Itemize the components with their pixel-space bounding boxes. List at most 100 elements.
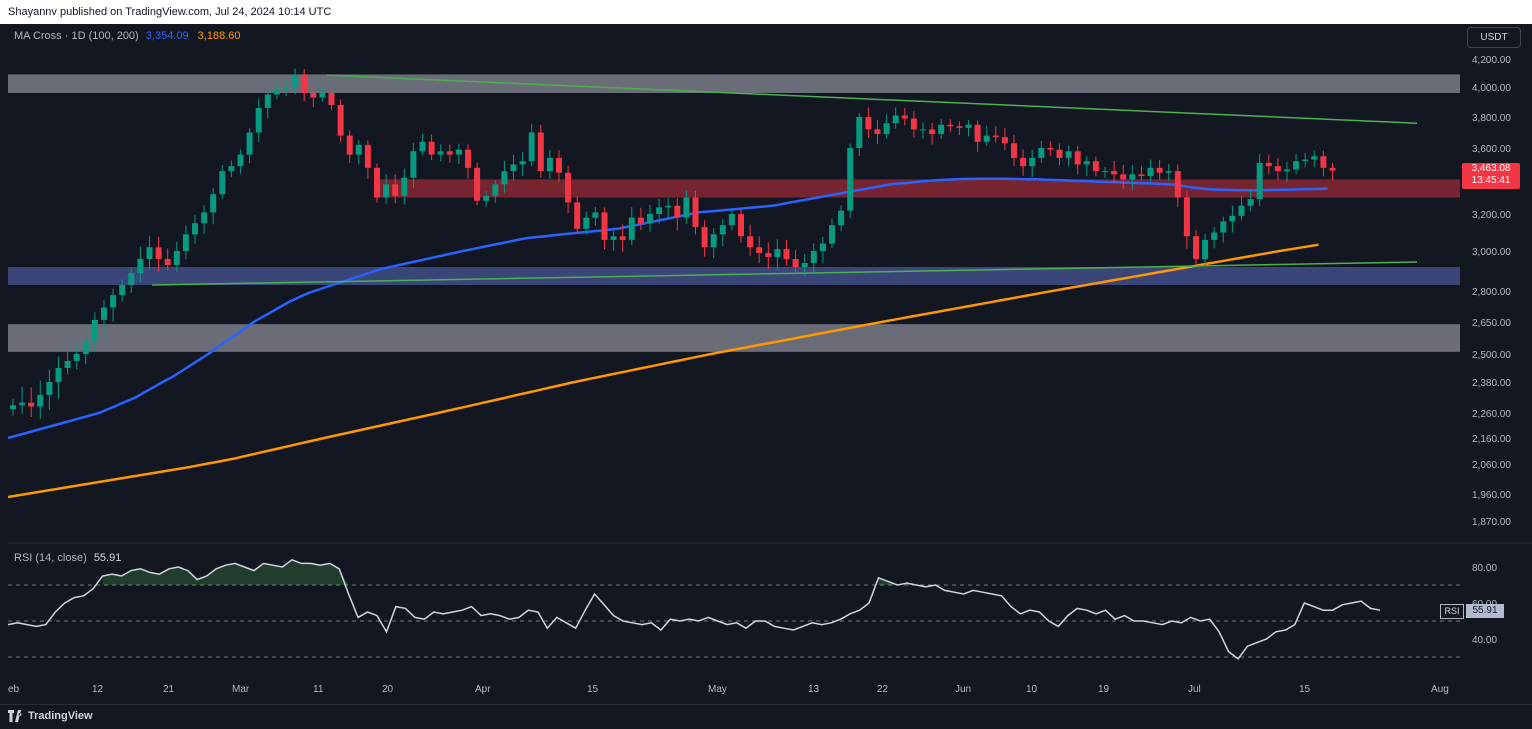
candle (1156, 160, 1163, 180)
candle-body (1111, 171, 1118, 175)
candle (910, 111, 917, 138)
candle-body (1265, 162, 1272, 167)
candle (838, 205, 845, 232)
candle (510, 154, 517, 181)
candle (537, 124, 544, 178)
candle-body (583, 217, 590, 229)
candle (64, 350, 71, 375)
candle (792, 249, 799, 275)
candle (756, 236, 763, 264)
candle-body (73, 354, 80, 361)
candle (1020, 149, 1027, 176)
time-tick-label: 15 (1299, 684, 1311, 695)
price-tick-label: 2,800.00 (1472, 287, 1511, 298)
rsi-overbought-fill (102, 559, 917, 585)
candle (319, 86, 326, 102)
candle (801, 254, 808, 277)
candle-body (310, 93, 317, 98)
candle (501, 160, 508, 193)
candle-body (1147, 167, 1154, 177)
candle (446, 144, 453, 163)
candle (1284, 162, 1290, 182)
candle (101, 300, 107, 333)
lower-support-zone (8, 324, 1460, 352)
time-axis: eb 12 21 Mar 11 20 Apr 15 May 13 22 Jun 10 19 Jul 15 Aug (8, 684, 1449, 695)
candle-body (137, 259, 144, 273)
candle-body (419, 141, 426, 152)
candle (346, 130, 353, 164)
candle-body (173, 251, 180, 265)
candle (73, 344, 80, 370)
time-tick-label: 22 (877, 684, 889, 695)
candle-body (810, 251, 817, 263)
candle-body (28, 402, 35, 407)
rsi-title: RSI (14, close) (14, 552, 87, 564)
candle-body (883, 123, 890, 135)
candle (474, 162, 481, 206)
rsi-legend[interactable]: RSI (14, close) 55.91 (14, 552, 121, 564)
time-tick-label: 12 (92, 684, 104, 695)
candle (1229, 205, 1236, 233)
candle-body (1247, 199, 1254, 206)
lower-trendline (151, 261, 1418, 286)
candle-body (901, 115, 908, 119)
ma200-line (7, 243, 1319, 499)
candle-body (1311, 156, 1318, 160)
currency-button[interactable]: USDT (1467, 27, 1521, 48)
rsi-tag-value: 55.91 (1466, 604, 1504, 618)
time-tick-label: 15 (587, 684, 599, 695)
candle (210, 187, 217, 225)
candle-body (37, 394, 44, 407)
candle (947, 119, 954, 133)
candle-body (483, 195, 490, 201)
time-tick-label: Mar (232, 684, 250, 695)
candle (1202, 233, 1209, 267)
candle-body (1074, 151, 1081, 165)
resistance-zone (8, 74, 1460, 93)
candle-body (783, 249, 790, 259)
candle-body (146, 247, 153, 259)
candle-body (701, 226, 708, 248)
candle (137, 246, 144, 283)
candle-body (938, 124, 945, 135)
price-tick-label: 3,000.00 (1472, 247, 1511, 258)
candle (119, 279, 126, 302)
candle-body (601, 212, 608, 240)
candle-body (965, 124, 972, 128)
candle-body (892, 115, 899, 124)
candle (847, 143, 854, 218)
candle-body (792, 259, 799, 267)
candle (328, 87, 335, 111)
candle-body (228, 166, 235, 172)
candle-body (628, 217, 635, 240)
candle-body (1092, 161, 1099, 172)
grid (0, 24, 1532, 704)
candle-body (665, 205, 672, 208)
time-tick-label: 20 (382, 684, 394, 695)
last-price: 3,463.08 (1471, 163, 1511, 174)
candle-body (528, 132, 535, 162)
candle-body (301, 75, 308, 93)
last-price-tag: 3,463.08 13:45:41 (1462, 163, 1520, 189)
candle (301, 68, 308, 102)
candle (465, 144, 471, 179)
candle (155, 236, 162, 272)
candle (1102, 166, 1108, 178)
candle (1329, 162, 1336, 181)
indicator-legend[interactable]: MA Cross · 1D (100, 200) 3,354.09 3,188.… (14, 30, 241, 42)
candle-body (1020, 157, 1027, 167)
candle-body (1102, 171, 1108, 173)
candle-body (210, 194, 217, 213)
chart-background (0, 24, 1532, 704)
candle (383, 174, 390, 204)
candle-body (91, 319, 98, 342)
candle (246, 128, 253, 164)
candle (110, 288, 117, 322)
candle (1256, 153, 1263, 206)
candle (1038, 140, 1045, 163)
candle-body (237, 154, 244, 167)
candle (1193, 229, 1199, 265)
candle (1274, 158, 1281, 181)
candle-body (1156, 167, 1163, 173)
